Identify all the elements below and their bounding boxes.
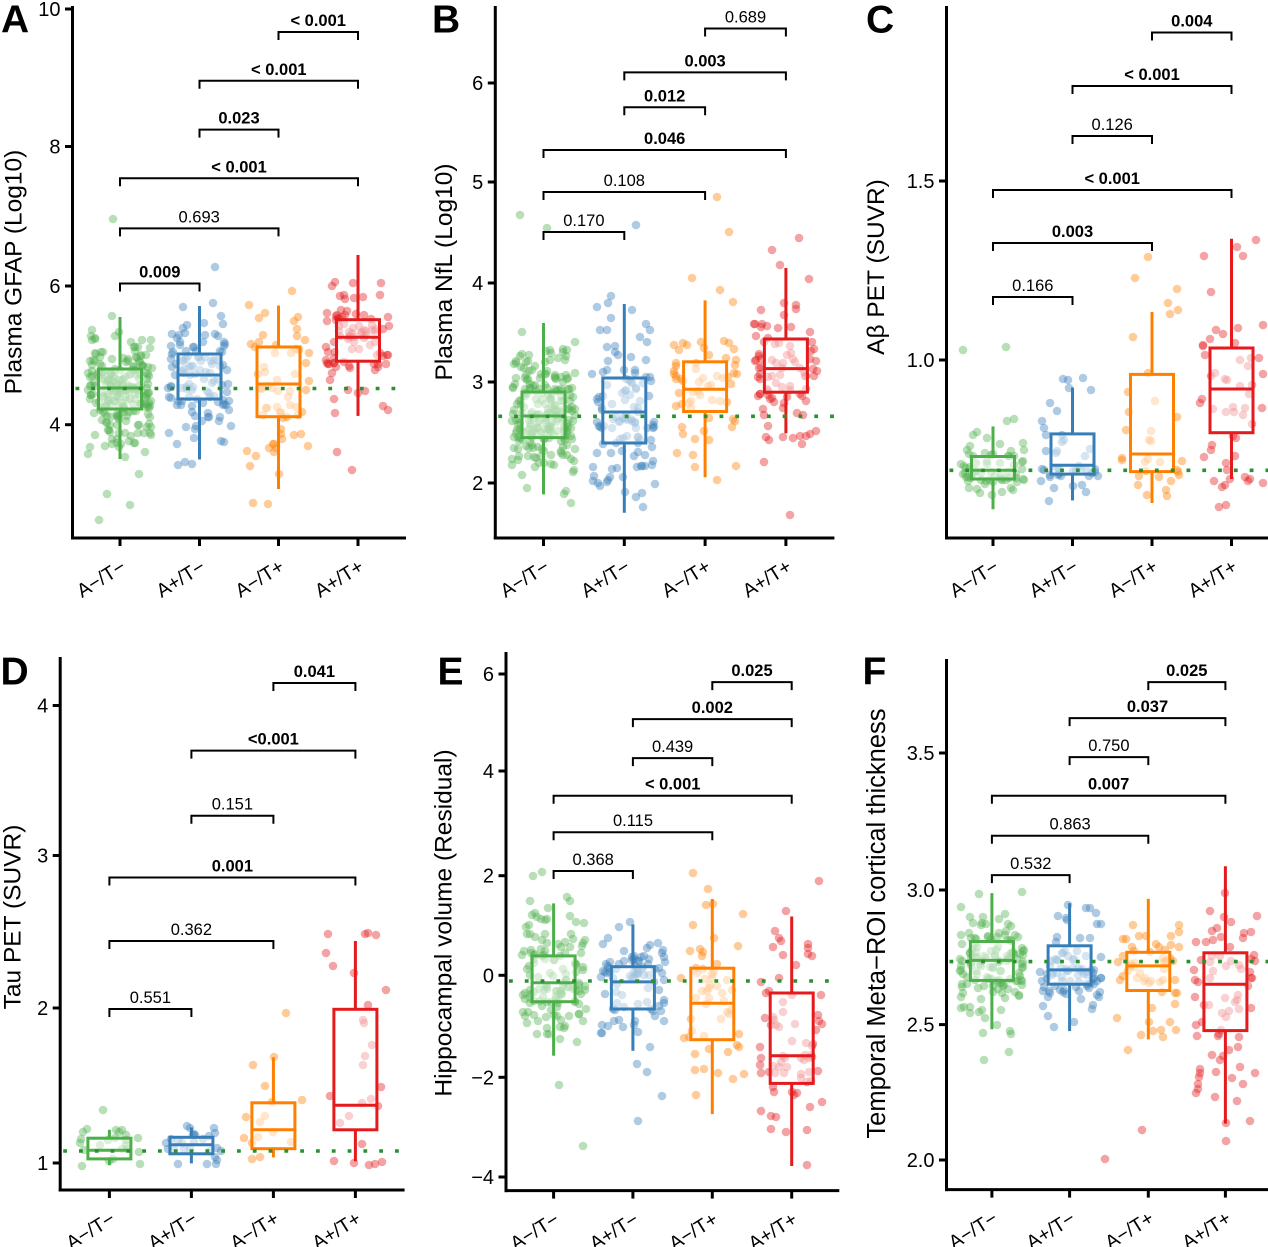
svg-text:0.025: 0.025 (1166, 662, 1207, 680)
svg-text:0.037: 0.037 (1127, 698, 1168, 716)
svg-text:−2: −2 (471, 1067, 494, 1089)
svg-text:0.863: 0.863 (1049, 816, 1090, 834)
svg-text:2: 2 (483, 866, 494, 888)
svg-text:10: 10 (38, 0, 60, 21)
svg-text:1.0: 1.0 (907, 350, 935, 372)
svg-text:6: 6 (472, 73, 483, 95)
svg-text:0.693: 0.693 (179, 208, 220, 226)
svg-text:0.170: 0.170 (563, 212, 604, 230)
svg-text:0.001: 0.001 (212, 858, 253, 876)
svg-text:0.166: 0.166 (1012, 277, 1053, 295)
svg-text:0.004: 0.004 (1171, 13, 1213, 31)
svg-text:E: E (438, 651, 464, 694)
svg-text:8: 8 (49, 137, 60, 159)
svg-text:0.046: 0.046 (644, 130, 685, 148)
svg-text:0.108: 0.108 (604, 172, 645, 190)
svg-text:D: D (1, 651, 29, 694)
svg-text:0.009: 0.009 (139, 264, 180, 282)
svg-text:0.126: 0.126 (1092, 116, 1133, 134)
svg-text:0.151: 0.151 (212, 796, 253, 814)
svg-text:0.439: 0.439 (652, 738, 693, 756)
svg-text:0.362: 0.362 (171, 921, 212, 939)
svg-text:0.041: 0.041 (294, 663, 335, 681)
svg-text:0.003: 0.003 (684, 52, 725, 70)
svg-text:6: 6 (49, 276, 60, 298)
svg-text:F: F (863, 651, 887, 694)
svg-text:0.532: 0.532 (1010, 855, 1051, 873)
svg-text:Hippocampal volume (Residual): Hippocampal volume (Residual) (431, 749, 458, 1096)
svg-text:Plasma NfL (Log10): Plasma NfL (Log10) (431, 164, 458, 381)
svg-text:C: C (866, 0, 894, 42)
svg-text:A: A (1, 0, 29, 42)
svg-text:B: B (432, 0, 460, 42)
svg-text:4: 4 (49, 415, 60, 437)
svg-text:< 0.001: < 0.001 (645, 776, 701, 794)
svg-text:3.0: 3.0 (907, 880, 935, 902)
svg-text:< 0.001: < 0.001 (1124, 66, 1180, 84)
svg-text:4: 4 (483, 761, 494, 783)
svg-text:0.007: 0.007 (1088, 776, 1129, 794)
svg-text:1: 1 (37, 1153, 48, 1175)
svg-text:Tau PET (SUVR): Tau PET (SUVR) (0, 825, 27, 1010)
svg-text:Temporal Meta−ROI cortical thi: Temporal Meta−ROI cortical thickness (863, 708, 891, 1138)
svg-text:< 0.001: < 0.001 (211, 158, 267, 176)
svg-text:0.689: 0.689 (725, 9, 766, 27)
svg-text:0.002: 0.002 (692, 699, 733, 717)
svg-text:1.5: 1.5 (907, 171, 935, 193)
svg-text:Plasma GFAP (Log10): Plasma GFAP (Log10) (1, 150, 28, 395)
svg-text:0.115: 0.115 (613, 812, 653, 830)
svg-text:0: 0 (483, 965, 494, 987)
svg-text:4: 4 (37, 696, 48, 718)
svg-text:6: 6 (483, 664, 494, 686)
svg-text:< 0.001: < 0.001 (290, 12, 346, 30)
svg-text:2.5: 2.5 (907, 1015, 935, 1037)
svg-text:0.750: 0.750 (1088, 737, 1129, 755)
svg-text:3: 3 (37, 846, 48, 868)
svg-text:0.368: 0.368 (573, 851, 614, 869)
svg-text:<0.001: <0.001 (248, 731, 299, 749)
svg-text:−4: −4 (471, 1167, 494, 1189)
svg-text:< 0.001: < 0.001 (1084, 170, 1140, 188)
svg-text:3.5: 3.5 (907, 743, 935, 765)
svg-text:2: 2 (37, 998, 48, 1020)
svg-text:0.025: 0.025 (731, 662, 772, 680)
svg-text:2.0: 2.0 (907, 1150, 935, 1172)
svg-text:< 0.001: < 0.001 (251, 61, 307, 79)
svg-text:4: 4 (472, 273, 483, 295)
svg-text:Aβ PET (SUVR): Aβ PET (SUVR) (863, 179, 890, 355)
svg-text:2: 2 (472, 473, 483, 495)
svg-text:0.551: 0.551 (130, 989, 171, 1007)
svg-text:0.023: 0.023 (218, 110, 259, 128)
svg-text:5: 5 (472, 172, 483, 194)
svg-text:0.003: 0.003 (1052, 223, 1093, 241)
svg-text:3: 3 (472, 372, 483, 394)
svg-text:0.012: 0.012 (644, 87, 685, 105)
